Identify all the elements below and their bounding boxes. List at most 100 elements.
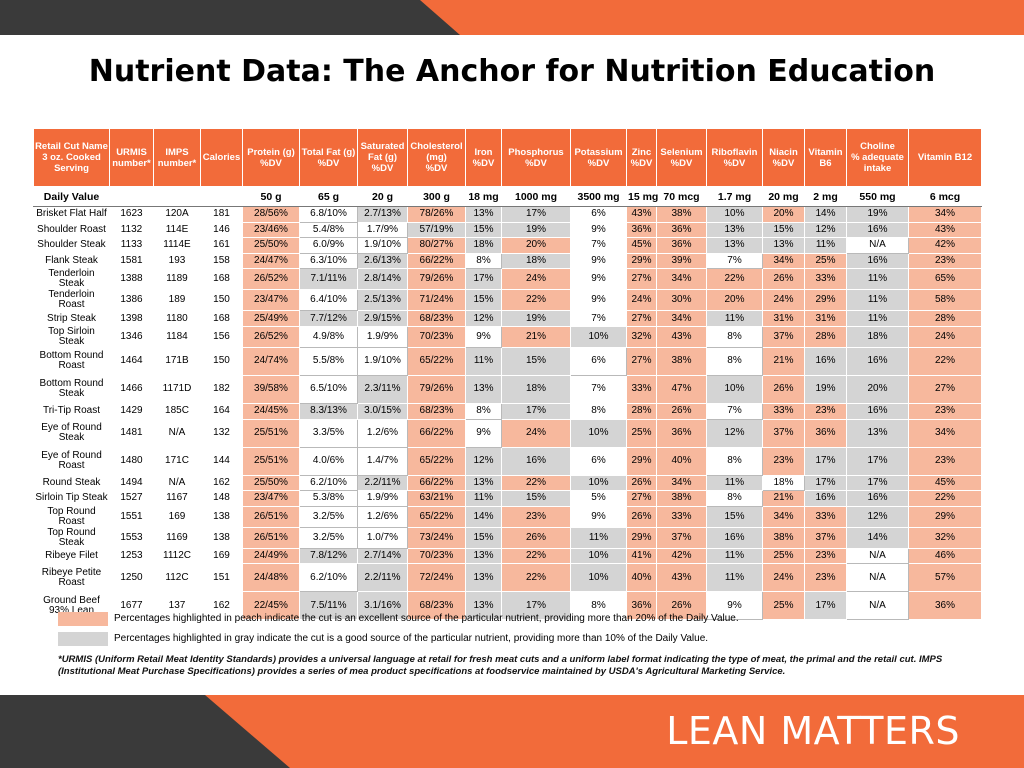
- cut-name-cell: Shoulder Steak: [33, 237, 110, 254]
- table-cell: 12%: [804, 221, 847, 239]
- table-cell: 22%: [501, 474, 571, 492]
- table-cell: 8.3/13%: [299, 402, 358, 420]
- table-cell: 26%: [626, 505, 657, 528]
- table-cell: 45%: [908, 474, 982, 492]
- table-row: Brisket Flat Half 1623 120A 181 28/56% 6.8/10…: [33, 206, 982, 223]
- table-cell: 6.8/10%: [299, 206, 358, 223]
- table-cell: 1551: [109, 505, 154, 528]
- table-cell: 17%: [804, 591, 847, 621]
- table-row: Eye of Round Roast 1480 171C 144 25/51% 4.0/6…: [33, 446, 982, 476]
- table-cell: 27%: [626, 268, 657, 291]
- table-cell: 7.8/12%: [299, 547, 358, 565]
- table-cell: 6.0/9%: [299, 237, 358, 254]
- bottom-band: LEAN MATTERS: [0, 695, 1024, 768]
- table-cell: 112C: [153, 563, 201, 593]
- footnote: *URMIS (Uniform Retail Meat Identity Sta…: [58, 654, 943, 677]
- table-cell: 15%: [501, 346, 571, 376]
- table-cell: 162: [200, 474, 243, 492]
- table-cell: 65%: [908, 268, 982, 291]
- table-cell: N/A: [153, 474, 201, 492]
- daily-value-cell: 18 mg: [465, 186, 502, 207]
- table-row: Tenderloin Roast 1386 189 150 23/47% 6.4/10% 2…: [33, 289, 982, 312]
- table-cell: 21%: [501, 325, 571, 348]
- daily-value-cell: 1000 mg: [501, 186, 571, 207]
- table-cell: 25/51%: [242, 446, 300, 476]
- table-cell: 2.3/11%: [357, 374, 408, 404]
- table-cell: 150: [200, 346, 243, 376]
- table-cell: 23%: [804, 547, 847, 565]
- table-cell: 8%: [570, 591, 627, 621]
- table-cell: 24%: [908, 325, 982, 348]
- daily-value-cell: 65 g: [299, 186, 358, 207]
- table-cell: 1180: [153, 310, 201, 327]
- table-cell: 31%: [762, 310, 805, 327]
- table-cell: 168: [200, 310, 243, 327]
- table-cell: 32%: [908, 526, 982, 549]
- column-header: Vitamin B6: [804, 128, 847, 187]
- table-cell: 156: [200, 325, 243, 348]
- table-cell: 25%: [626, 418, 657, 448]
- table-row: Ground Beef 93% Lean 1677 137 162 22/45% 7.5/…: [33, 591, 982, 621]
- daily-value-row: Daily Value 50 g 65 g 20 g 300 g 18 mg 1000 mg…: [33, 186, 982, 207]
- table-cell: 24%: [501, 418, 571, 448]
- table-cell: 26%: [626, 474, 657, 492]
- table-cell: 8%: [465, 402, 502, 420]
- table-cell: 7%: [570, 374, 627, 404]
- column-header: Riboflavin %DV: [706, 128, 763, 187]
- table-row: Strip Steak 1398 1180 168 25/49% 7.7/12% 2.9/1…: [33, 310, 982, 327]
- table-cell: 30%: [656, 289, 707, 312]
- peach-swatch: [58, 612, 108, 626]
- column-header: Protein (g) %DV: [242, 128, 300, 187]
- table-cell: 16%: [846, 346, 909, 376]
- table-cell: 26%: [656, 591, 707, 621]
- table-cell: 23/47%: [242, 490, 300, 507]
- table-cell: 34%: [656, 268, 707, 291]
- table-cell: 23/47%: [242, 289, 300, 312]
- table-cell: N/A: [846, 591, 909, 621]
- table-cell: 1167: [153, 490, 201, 507]
- table-cell: 193: [153, 252, 201, 270]
- table-row: Sirloin Tip Steak 1527 1167 148 23/47% 5.3/8%…: [33, 490, 982, 507]
- table-row: Top Sirloin Steak 1346 1184 156 26/52% 4.9/8%…: [33, 325, 982, 348]
- cut-name-cell: Tenderloin Roast: [33, 289, 110, 312]
- table-cell: 10%: [706, 374, 763, 404]
- table-cell: 25/50%: [242, 474, 300, 492]
- column-header: Selenium %DV: [656, 128, 707, 187]
- table-cell: 4.9/8%: [299, 325, 358, 348]
- table-cell: 71/24%: [407, 289, 466, 312]
- daily-value-cell: 300 g: [407, 186, 466, 207]
- table-cell: 25%: [762, 591, 805, 621]
- table-row: Shoulder Roast 1132 114E 146 23/46% 5.4/8% 1.7…: [33, 221, 982, 239]
- table-cell: 29%: [908, 505, 982, 528]
- bottom-band-dark: [0, 695, 290, 768]
- table-cell: 10%: [706, 206, 763, 223]
- table-cell: 14%: [846, 526, 909, 549]
- cut-name-cell: Ribeye Filet: [33, 547, 110, 565]
- daily-value-cell: 50 g: [242, 186, 300, 207]
- table-cell: 22%: [706, 268, 763, 291]
- table-cell: 24%: [762, 563, 805, 593]
- table-cell: 158: [200, 252, 243, 270]
- table-cell: 24%: [762, 289, 805, 312]
- table-cell: 57/19%: [407, 221, 466, 239]
- table-cell: 13%: [465, 374, 502, 404]
- table-cell: 72/24%: [407, 563, 466, 593]
- table-cell: 6.2/10%: [299, 474, 358, 492]
- legend-peach-text: Percentages highlighted in peach indicat…: [114, 613, 739, 624]
- gray-swatch: [58, 632, 108, 646]
- table-cell: 1480: [109, 446, 154, 476]
- table-cell: 11%: [706, 563, 763, 593]
- table-cell: 12%: [465, 310, 502, 327]
- table-cell: 16%: [706, 526, 763, 549]
- table-cell: 18%: [501, 252, 571, 270]
- column-header: Vitamin B12: [908, 128, 982, 187]
- table-cell: 41%: [626, 547, 657, 565]
- table-cell: 36%: [656, 237, 707, 254]
- table-cell: 22%: [501, 547, 571, 565]
- cut-name-cell: Eye of Round Steak: [33, 418, 110, 448]
- table-cell: 13%: [762, 237, 805, 254]
- table-cell: 23%: [804, 402, 847, 420]
- table-row: Shoulder Steak 1133 1114E 161 25/50% 6.0/9% 1.…: [33, 237, 982, 254]
- table-cell: 7%: [570, 237, 627, 254]
- table-cell: 34%: [656, 310, 707, 327]
